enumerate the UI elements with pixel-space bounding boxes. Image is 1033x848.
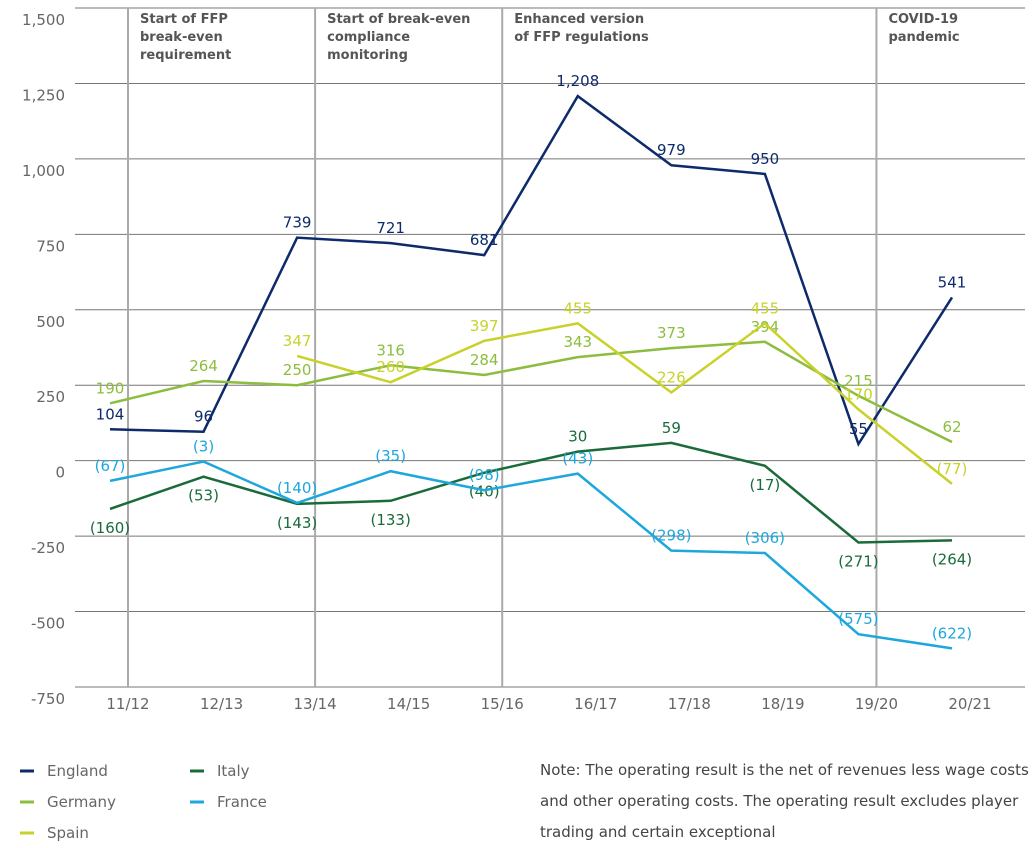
legend-label: Spain (47, 824, 89, 842)
data-label: 260 (376, 358, 405, 376)
data-label: 96 (194, 408, 213, 426)
data-label: 55 (849, 420, 868, 438)
data-label: 347 (283, 332, 312, 350)
annotation-text: monitoring (327, 48, 408, 63)
y-tick-label: 750 (36, 237, 65, 255)
data-label: 721 (376, 219, 405, 237)
data-label: (306) (745, 529, 785, 547)
y-tick-label: 1,250 (22, 86, 65, 104)
x-tick-label: 11/12 (106, 695, 149, 713)
data-label: (35) (375, 447, 406, 465)
data-label: 950 (751, 150, 780, 168)
data-label: (43) (562, 450, 593, 468)
legend-label: Germany (47, 793, 116, 811)
series-line (109, 340, 953, 444)
annotation-text: Start of FFP (140, 12, 228, 27)
data-label: 343 (563, 333, 592, 351)
y-tick-label: -500 (31, 615, 65, 633)
data-label: (264) (932, 550, 972, 568)
data-label: 455 (563, 299, 592, 317)
annotation-text: Start of break-even (327, 12, 470, 27)
x-tick-label: 12/13 (200, 695, 243, 713)
note: Note: The operating result is the net of… (540, 761, 1029, 841)
x-tick-label: 15/16 (481, 695, 524, 713)
data-label: 170 (844, 385, 873, 403)
data-label: (160) (90, 519, 130, 537)
annotation-text: of FFP regulations (514, 30, 649, 45)
y-tick-label: 1,500 (22, 11, 65, 29)
data-label: (98) (469, 466, 500, 484)
data-label: 455 (751, 299, 780, 317)
x-tick-label: 20/21 (948, 695, 991, 713)
legend-label: France (217, 793, 267, 811)
data-label: (143) (277, 514, 317, 532)
x-tick-label: 13/14 (293, 695, 336, 713)
data-label: 250 (283, 361, 312, 379)
y-tick-label: 250 (36, 388, 65, 406)
x-tick-label: 16/17 (574, 695, 617, 713)
y-tick-label: 500 (36, 313, 65, 331)
annotation-text: COVID-19 (888, 12, 958, 27)
data-label: (53) (188, 487, 219, 505)
data-label: 30 (568, 428, 587, 446)
data-label: 59 (662, 419, 681, 437)
data-label: 284 (470, 351, 499, 369)
x-tick-label: 14/15 (387, 695, 430, 713)
data-label: (133) (370, 511, 410, 529)
data-label: 1,208 (556, 72, 599, 90)
data-label: (271) (838, 552, 878, 570)
data-label: (17) (749, 476, 780, 494)
data-label: (575) (838, 610, 878, 628)
data-label: (77) (937, 460, 968, 478)
series-line (109, 441, 953, 544)
data-label: 215 (844, 372, 873, 390)
annotation-text: compliance (327, 30, 410, 45)
series-line (109, 460, 953, 650)
data-label: (622) (932, 624, 972, 642)
data-label: 681 (470, 231, 499, 249)
data-label: (40) (469, 483, 500, 501)
data-label: 541 (938, 273, 967, 291)
legend-label: Italy (217, 762, 250, 780)
data-label: 264 (189, 357, 218, 375)
data-label: 979 (657, 141, 686, 159)
series-line (109, 94, 954, 447)
x-tick-label: 17/18 (668, 695, 711, 713)
x-tick-label: 19/20 (855, 695, 898, 713)
data-label: (298) (651, 527, 691, 545)
series-line (296, 321, 953, 485)
data-label: 397 (470, 317, 499, 335)
data-label: 104 (96, 405, 125, 423)
data-label: 62 (942, 418, 961, 436)
data-label: 739 (283, 214, 312, 232)
data-label: 316 (376, 341, 405, 359)
y-tick-label: -250 (31, 539, 65, 557)
y-tick-label: 0 (55, 464, 65, 482)
annotation-text: pandemic (888, 30, 959, 45)
data-label: 226 (657, 368, 686, 386)
data-label: 190 (96, 379, 125, 397)
data-label: (3) (193, 438, 214, 456)
annotation-text: Enhanced version (514, 12, 644, 27)
legend-label: England (47, 762, 108, 780)
annotation-text: break-even (140, 30, 223, 45)
x-tick-label: 18/19 (761, 695, 804, 713)
y-tick-label: -750 (31, 690, 65, 708)
data-label: (67) (95, 457, 126, 475)
annotation-text: requirement (140, 48, 231, 63)
data-label: 373 (657, 324, 686, 342)
data-label: (140) (277, 479, 317, 497)
y-tick-label: 1,000 (22, 162, 65, 180)
